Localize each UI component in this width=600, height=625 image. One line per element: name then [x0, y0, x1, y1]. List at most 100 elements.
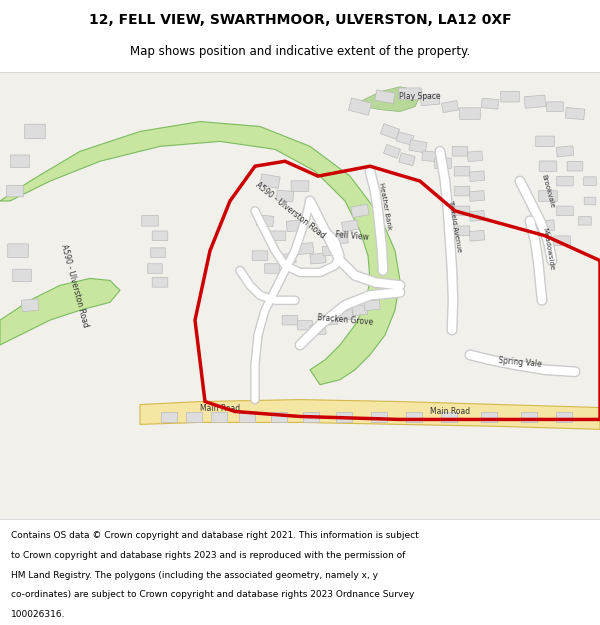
FancyBboxPatch shape — [380, 124, 400, 139]
FancyBboxPatch shape — [398, 88, 421, 99]
FancyBboxPatch shape — [151, 248, 165, 258]
Text: HM Land Registry. The polygons (including the associated geometry, namely x, y: HM Land Registry. The polygons (includin… — [11, 571, 378, 580]
Bar — [481, 412, 497, 422]
Polygon shape — [0, 121, 400, 384]
FancyBboxPatch shape — [351, 204, 369, 217]
FancyBboxPatch shape — [524, 95, 546, 108]
FancyBboxPatch shape — [298, 321, 313, 330]
Bar — [556, 412, 572, 422]
FancyBboxPatch shape — [434, 158, 451, 169]
FancyBboxPatch shape — [337, 310, 353, 321]
FancyBboxPatch shape — [535, 220, 555, 232]
FancyBboxPatch shape — [454, 206, 470, 216]
FancyBboxPatch shape — [21, 299, 39, 312]
FancyBboxPatch shape — [557, 206, 574, 216]
Text: Meadowside: Meadowside — [541, 227, 554, 271]
FancyBboxPatch shape — [260, 174, 280, 188]
FancyBboxPatch shape — [296, 242, 314, 254]
Bar — [161, 412, 177, 422]
Bar — [186, 412, 202, 422]
FancyBboxPatch shape — [252, 251, 268, 261]
FancyBboxPatch shape — [256, 215, 274, 227]
FancyBboxPatch shape — [148, 264, 162, 273]
Text: co-ordinates) are subject to Crown copyright and database rights 2023 Ordnance S: co-ordinates) are subject to Crown copyr… — [11, 591, 414, 599]
FancyBboxPatch shape — [539, 161, 557, 171]
FancyBboxPatch shape — [341, 220, 358, 232]
FancyBboxPatch shape — [265, 264, 280, 273]
Text: Spring Vale: Spring Vale — [498, 356, 542, 369]
Text: Heather Bank: Heather Bank — [378, 182, 392, 230]
Bar — [406, 412, 422, 422]
FancyBboxPatch shape — [8, 244, 28, 258]
FancyBboxPatch shape — [420, 94, 440, 106]
FancyBboxPatch shape — [310, 324, 326, 336]
Polygon shape — [0, 278, 120, 345]
FancyBboxPatch shape — [352, 305, 368, 316]
Text: Bracken Grove: Bracken Grove — [317, 313, 373, 327]
Bar — [271, 412, 287, 422]
FancyBboxPatch shape — [567, 161, 583, 171]
FancyBboxPatch shape — [469, 191, 485, 201]
Bar — [303, 412, 319, 422]
FancyBboxPatch shape — [556, 146, 574, 157]
FancyBboxPatch shape — [7, 185, 23, 197]
Text: to Crown copyright and database rights 2023 and is reproduced with the permissio: to Crown copyright and database rights 2… — [11, 551, 405, 560]
FancyBboxPatch shape — [467, 151, 482, 162]
FancyBboxPatch shape — [584, 198, 596, 205]
FancyBboxPatch shape — [557, 176, 574, 186]
FancyBboxPatch shape — [422, 151, 438, 162]
Text: Fell View: Fell View — [335, 230, 369, 242]
Polygon shape — [140, 399, 600, 429]
FancyBboxPatch shape — [332, 233, 348, 244]
FancyBboxPatch shape — [469, 171, 485, 181]
FancyBboxPatch shape — [282, 316, 298, 325]
FancyBboxPatch shape — [469, 231, 485, 241]
FancyBboxPatch shape — [364, 300, 380, 311]
FancyBboxPatch shape — [539, 191, 557, 201]
Text: Main Road: Main Road — [200, 404, 240, 413]
FancyBboxPatch shape — [536, 136, 554, 147]
Bar — [239, 412, 255, 422]
Polygon shape — [360, 87, 420, 112]
FancyBboxPatch shape — [500, 91, 519, 102]
FancyBboxPatch shape — [276, 190, 294, 202]
FancyBboxPatch shape — [152, 231, 168, 241]
FancyBboxPatch shape — [25, 124, 46, 139]
Bar — [371, 412, 387, 422]
FancyBboxPatch shape — [349, 98, 371, 115]
Text: A590 - Ulverston Road: A590 - Ulverston Road — [59, 242, 91, 328]
FancyBboxPatch shape — [565, 107, 585, 119]
FancyBboxPatch shape — [280, 253, 296, 264]
Text: Tinkeld Avenue: Tinkeld Avenue — [448, 199, 463, 252]
Text: Map shows position and indicative extent of the property.: Map shows position and indicative extent… — [130, 45, 470, 58]
FancyBboxPatch shape — [460, 108, 481, 119]
FancyBboxPatch shape — [579, 217, 592, 225]
FancyBboxPatch shape — [13, 269, 31, 282]
FancyBboxPatch shape — [554, 236, 571, 246]
Bar — [211, 412, 227, 422]
FancyBboxPatch shape — [322, 315, 338, 326]
Bar — [336, 412, 352, 422]
FancyBboxPatch shape — [322, 245, 338, 256]
Text: Brookvale: Brookvale — [541, 174, 556, 209]
FancyBboxPatch shape — [375, 90, 395, 104]
FancyBboxPatch shape — [291, 181, 309, 191]
Bar — [521, 412, 537, 422]
FancyBboxPatch shape — [454, 226, 470, 236]
FancyBboxPatch shape — [454, 166, 470, 176]
Bar — [441, 412, 457, 422]
Text: A590 - Ulverston Road: A590 - Ulverston Road — [253, 181, 326, 241]
FancyBboxPatch shape — [469, 211, 485, 221]
FancyBboxPatch shape — [383, 144, 400, 158]
FancyBboxPatch shape — [399, 153, 415, 166]
Text: Contains OS data © Crown copyright and database right 2021. This information is : Contains OS data © Crown copyright and d… — [11, 531, 419, 541]
FancyBboxPatch shape — [286, 220, 304, 232]
FancyBboxPatch shape — [547, 102, 563, 111]
FancyBboxPatch shape — [270, 231, 286, 241]
FancyBboxPatch shape — [442, 101, 458, 112]
FancyBboxPatch shape — [454, 186, 470, 196]
FancyBboxPatch shape — [310, 253, 326, 264]
FancyBboxPatch shape — [11, 155, 29, 168]
FancyBboxPatch shape — [481, 98, 499, 109]
FancyBboxPatch shape — [452, 146, 468, 156]
